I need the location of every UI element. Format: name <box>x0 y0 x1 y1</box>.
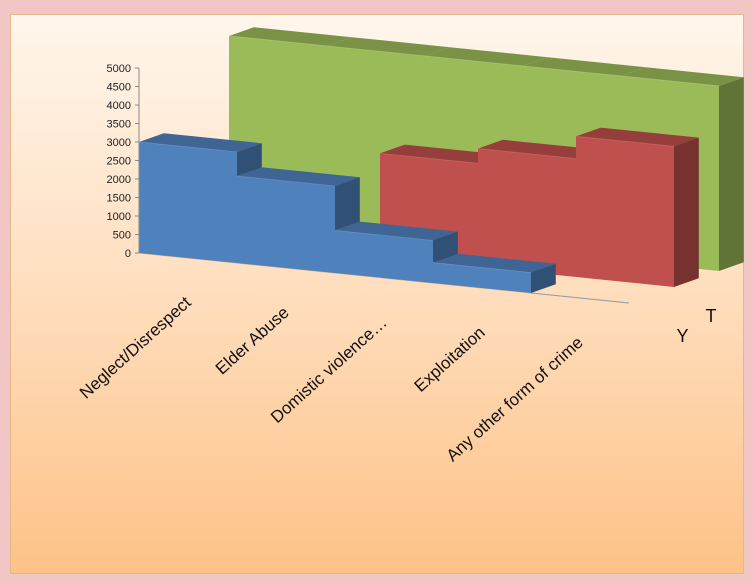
category-label: Elder Abuse <box>212 303 293 378</box>
data-point <box>620 75 720 87</box>
bar-side-face <box>237 143 262 177</box>
bar-side-face <box>433 231 458 263</box>
y-tick-label: 4000 <box>107 100 131 112</box>
data-point <box>379 152 479 164</box>
bar-top-face <box>576 127 699 147</box>
data-point <box>326 45 426 57</box>
y-tick-label: 1500 <box>107 193 131 205</box>
data-point <box>477 148 577 160</box>
y-tick-label: 0 <box>125 248 131 260</box>
bar-top-face <box>523 57 646 76</box>
category-label: Exploitation <box>411 323 489 396</box>
y-tick-label: 1000 <box>107 211 131 223</box>
bar-side-face <box>531 263 556 293</box>
series-t <box>183 127 699 287</box>
data-point <box>236 175 336 187</box>
y-tick-label: 3000 <box>107 137 131 149</box>
bar-top-face <box>335 221 458 241</box>
depth-label-y: Y <box>677 326 689 346</box>
y-tick-label: 500 <box>113 230 131 242</box>
data-point <box>575 135 675 147</box>
chart-svg: 0 500 1000 1500 2000 2500 3000 3500 4000 4500 5000… <box>76 27 744 465</box>
bar-top-face <box>139 133 262 152</box>
bar-top-face <box>478 139 601 159</box>
bar-top-face <box>229 27 352 46</box>
depth-label-t: T <box>706 306 717 326</box>
bar-top-face <box>621 67 744 86</box>
bar-top-face <box>425 47 548 66</box>
series-front-face <box>184 136 674 287</box>
y-tick-label: 3500 <box>107 119 131 131</box>
y-tick-label: 2000 <box>107 174 131 186</box>
y-tick-label: 4500 <box>107 82 131 94</box>
data-point <box>334 229 434 241</box>
category-label: Neglect/Disrespect <box>76 293 195 403</box>
bar-top-face <box>380 144 503 164</box>
data-point <box>530 292 630 304</box>
bar-top-face <box>433 253 556 273</box>
category-label: Domistic violence… <box>267 313 391 427</box>
bar-side-face <box>674 137 699 287</box>
data-point <box>228 35 328 47</box>
data-point <box>522 65 622 77</box>
series-y <box>138 133 630 304</box>
y-tick-label: 2500 <box>107 156 131 168</box>
y-tick-label: 5000 <box>107 63 131 75</box>
data-point <box>138 141 238 153</box>
bar-top-face <box>237 167 360 187</box>
bar-top-face <box>327 37 450 56</box>
bar-side-face <box>335 177 360 231</box>
series-front-face <box>139 142 629 303</box>
bar-side-face <box>719 77 744 271</box>
data-point <box>432 262 532 274</box>
data-point <box>424 55 524 67</box>
chart-area: 0 500 1000 1500 2000 2500 3000 3500 4000 4500 5000… <box>10 14 744 574</box>
